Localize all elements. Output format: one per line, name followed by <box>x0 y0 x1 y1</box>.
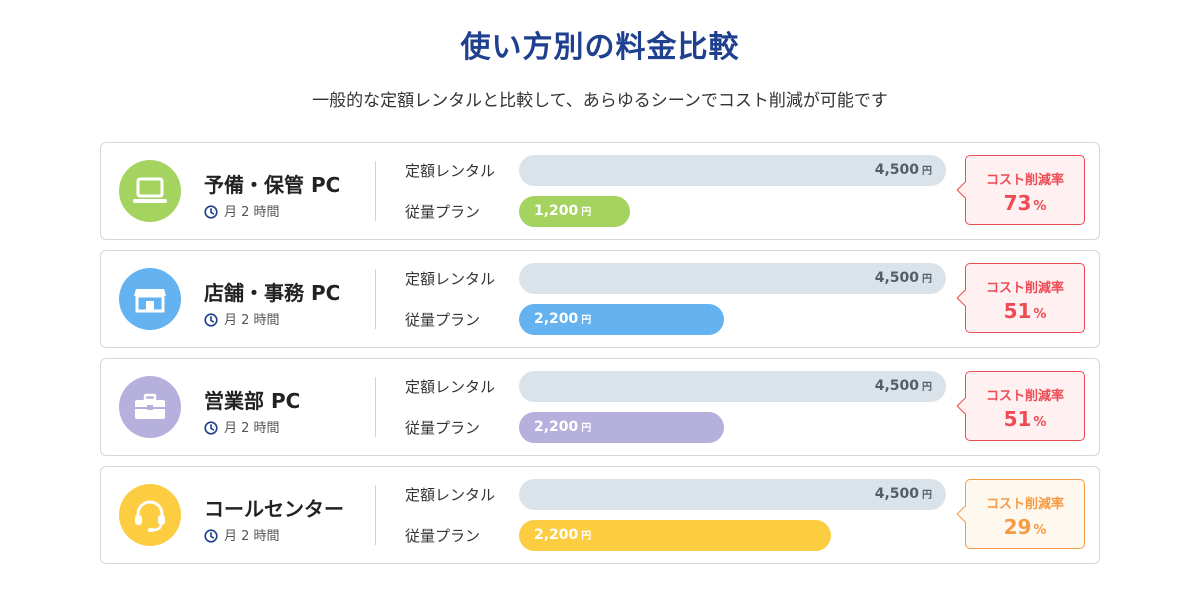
usage-price-value: 2,200 円 <box>534 311 592 327</box>
comparison-card: 店舗・事務 PC 月 2 時間 定額レンタル 従量プラン 4,500 円 2,20… <box>100 250 1100 348</box>
reduction-value: 73% <box>1003 191 1047 215</box>
fixed-price-bar: 4,500 円 <box>519 155 946 186</box>
briefcase-icon <box>119 376 181 438</box>
usage-price-bar: 1,200 円 <box>519 196 630 227</box>
divider <box>375 485 376 545</box>
page-title: 使い方別の料金比較 <box>460 30 740 65</box>
fixed-plan-label: 定額レンタル <box>405 270 496 288</box>
fixed-price-bar: 4,500 円 <box>519 371 946 402</box>
fixed-price-bar: 4,500 円 <box>519 479 946 510</box>
usage-plan-label: 従量プラン <box>405 419 481 437</box>
usage-price-value: 2,200 円 <box>534 527 592 543</box>
page-subtitle: 一般的な定額レンタルと比較して、あらゆるシーンでコスト削減が可能です <box>312 91 888 111</box>
fixed-price-bar: 4,500 円 <box>519 263 946 294</box>
fixed-plan-label: 定額レンタル <box>405 162 496 180</box>
reduction-value: 51% <box>1003 299 1047 323</box>
usage-price-value: 2,200 円 <box>534 419 592 435</box>
reduction-badge: コスト削減率 51% <box>956 263 1085 333</box>
usage-price-bar: 2,200 円 <box>519 412 724 443</box>
fixed-price-value: 4,500 円 <box>874 486 932 502</box>
usage-hours-text: 月 2 時間 <box>224 529 280 544</box>
fixed-price-value: 4,500 円 <box>874 378 932 394</box>
reduction-label: コスト削減率 <box>985 281 1064 296</box>
usage-price-bar: 2,200 円 <box>519 520 831 551</box>
clock-icon <box>204 421 218 435</box>
usage-hours-text: 月 2 時間 <box>224 313 280 328</box>
usage-hours: 月 2 時間 <box>204 417 280 436</box>
use-case-name: コールセンター <box>204 497 344 521</box>
divider <box>375 269 376 329</box>
usage-plan-label: 従量プラン <box>405 203 481 221</box>
reduction-value: 29% <box>1003 515 1047 539</box>
use-case-name: 予備・保管 PC <box>204 173 341 197</box>
divider <box>375 161 376 221</box>
comparison-card: 営業部 PC 月 2 時間 定額レンタル 従量プラン 4,500 円 2,200 円… <box>100 358 1100 456</box>
reduction-label: コスト削減率 <box>985 497 1064 512</box>
reduction-badge: コスト削減率 51% <box>956 371 1085 441</box>
clock-icon <box>204 205 218 219</box>
usage-hours-text: 月 2 時間 <box>224 421 280 436</box>
comparison-card: コールセンター 月 2 時間 定額レンタル 従量プラン 4,500 円 2,200… <box>100 466 1100 564</box>
store-icon <box>119 268 181 330</box>
comparison-card: 予備・保管 PC 月 2 時間 定額レンタル 従量プラン 4,500 円 1,20… <box>100 142 1100 240</box>
reduction-badge: コスト削減率 73% <box>956 155 1085 225</box>
fixed-plan-label: 定額レンタル <box>405 378 496 396</box>
usage-hours-text: 月 2 時間 <box>224 205 280 220</box>
fixed-price-value: 4,500 円 <box>874 270 932 286</box>
laptop-icon <box>119 160 181 222</box>
fixed-plan-label: 定額レンタル <box>405 486 496 504</box>
usage-hours: 月 2 時間 <box>204 201 280 220</box>
usage-hours: 月 2 時間 <box>204 309 280 328</box>
usage-plan-label: 従量プラン <box>405 527 481 545</box>
headset-icon <box>119 484 181 546</box>
use-case-name: 店舗・事務 PC <box>204 281 341 305</box>
reduction-label: コスト削減率 <box>985 389 1064 404</box>
usage-price-value: 1,200 円 <box>534 203 592 219</box>
reduction-value: 51% <box>1003 407 1047 431</box>
usage-hours: 月 2 時間 <box>204 525 280 544</box>
fixed-price-value: 4,500 円 <box>874 162 932 178</box>
reduction-label: コスト削減率 <box>985 173 1064 188</box>
comparison-list: 予備・保管 PC 月 2 時間 定額レンタル 従量プラン 4,500 円 1,20… <box>100 142 1100 574</box>
usage-price-bar: 2,200 円 <box>519 304 724 335</box>
clock-icon <box>204 313 218 327</box>
use-case-name: 営業部 PC <box>204 389 301 413</box>
clock-icon <box>204 529 218 543</box>
usage-plan-label: 従量プラン <box>405 311 481 329</box>
divider <box>375 377 376 437</box>
reduction-badge: コスト削減率 29% <box>956 479 1085 549</box>
